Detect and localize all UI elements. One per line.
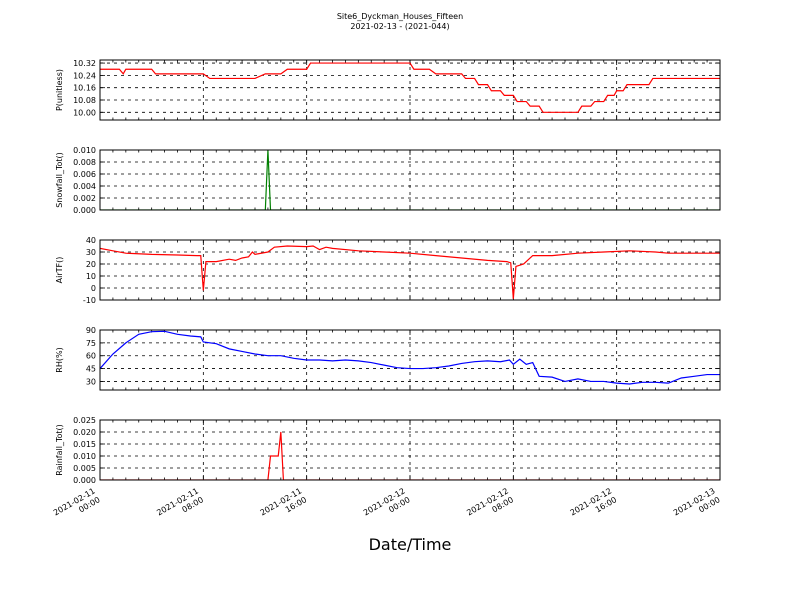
chart-title: Site6_Dyckman_Houses_Fifteen: [337, 12, 463, 21]
y-tick-label: 10.16: [73, 84, 96, 93]
y-tick-label: 0.025: [73, 416, 96, 425]
plot-frame: [99, 239, 721, 301]
y-tick-label: 20: [86, 260, 96, 269]
y-tick-label: 0.000: [73, 476, 96, 485]
plot-frame: [99, 419, 721, 481]
y-tick-label: 10.32: [73, 59, 96, 68]
y-tick-label: 0.006: [73, 170, 96, 179]
y-tick-label: 0.000: [73, 206, 96, 215]
y-tick-label: 0.020: [73, 428, 96, 437]
chart-subtitle: 2021-02-13 - (2021-044): [350, 22, 449, 31]
panel-3: 30 45 60 75 90 RH(%): [55, 326, 721, 391]
y-tick-label: 0: [91, 284, 96, 293]
y-tick-label: 0.015: [73, 440, 96, 449]
plot-frame: [99, 329, 721, 391]
series-line: [100, 330, 720, 385]
y-tick-label: 75: [86, 339, 96, 348]
series-line: [100, 62, 720, 113]
y-tick-label: 40: [86, 236, 96, 245]
y-axis-label: Rainfall_Tot(): [55, 424, 64, 476]
y-axis-label: Snowfall_Tot(): [55, 152, 64, 208]
y-tick-label: 30: [86, 377, 96, 386]
series-line: [100, 245, 720, 299]
y-axis-label: P(unitless): [55, 69, 64, 111]
y-tick-label: 0.002: [73, 194, 96, 203]
panel-0: 10.00 10.08 10.16 10.24 10.32 P(unitless): [55, 59, 721, 121]
y-tick-label: 0.010: [73, 146, 96, 155]
y-tick-label: 90: [86, 326, 96, 335]
y-tick-label: 10: [86, 272, 96, 281]
y-tick-label: 0.010: [73, 452, 96, 461]
series-line: [100, 431, 720, 480]
y-tick-label: 45: [86, 365, 96, 374]
y-tick-label: 10.08: [73, 96, 96, 105]
y-tick-label: -10: [83, 296, 96, 305]
panel-4: 0.000 0.005 0.010 0.015 0.020 0.025 Rainfall_T…: [55, 416, 721, 485]
y-tick-label: 60: [86, 352, 96, 361]
plot-frame: [99, 59, 721, 121]
y-axis-label: RH(%): [55, 347, 64, 372]
y-tick-label: 0.005: [73, 464, 96, 473]
y-tick-label: 10.00: [73, 108, 96, 117]
panels: 10.00 10.08 10.16 10.24 10.32 P(unitless) 0.00…: [55, 59, 721, 485]
y-tick-label: 0.004: [73, 182, 96, 191]
panel-2: -10 0 10 20 30 40 AirTF(): [55, 236, 721, 305]
y-tick-label: 0.008: [73, 158, 96, 167]
panel-1: 0.000 0.002 0.004 0.006 0.008 0.010 Snowfall_T…: [55, 146, 721, 215]
y-tick-label: 30: [86, 248, 96, 257]
y-axis-label: AirTF(): [55, 257, 64, 284]
plot-frame: [99, 149, 721, 211]
y-tick-label: 10.24: [73, 71, 96, 80]
x-axis-label: Date/Time: [369, 535, 452, 554]
